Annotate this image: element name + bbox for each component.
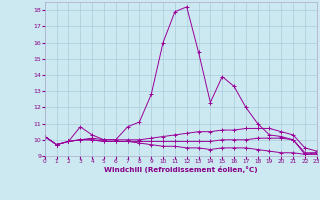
X-axis label: Windchill (Refroidissement éolien,°C): Windchill (Refroidissement éolien,°C) xyxy=(104,166,258,173)
